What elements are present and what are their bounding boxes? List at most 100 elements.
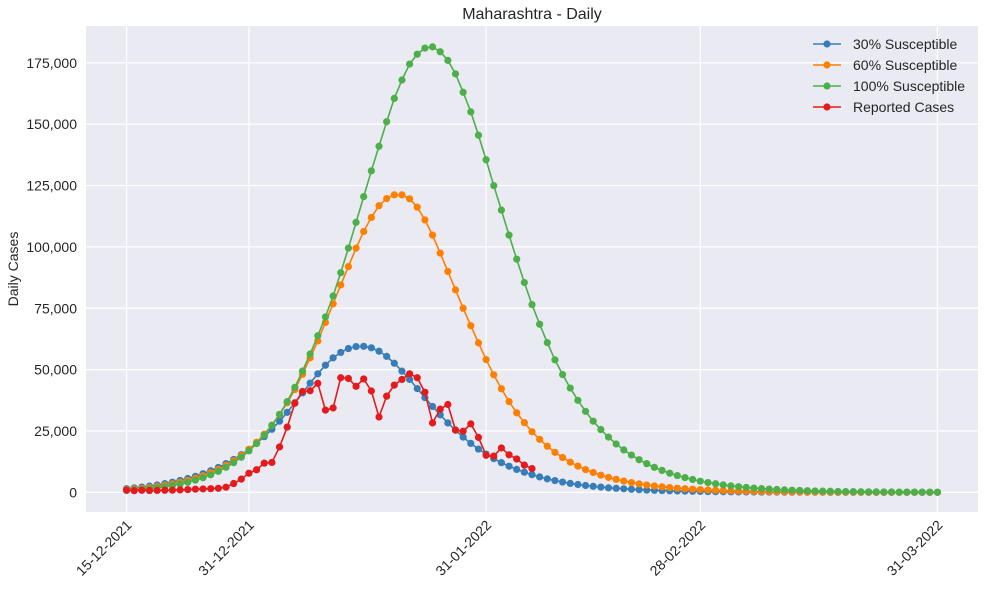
data-point	[344, 344, 352, 353]
data-point	[291, 399, 299, 407]
data-point	[635, 480, 643, 488]
data-point	[436, 48, 444, 56]
data-point	[321, 406, 330, 414]
data-point	[367, 167, 375, 175]
data-point	[474, 445, 483, 453]
data-point	[635, 456, 643, 464]
data-point	[474, 131, 483, 139]
x-tick-label: 15-12-2021	[73, 517, 135, 579]
data-point	[742, 483, 750, 492]
data-point	[612, 484, 620, 492]
data-point	[321, 361, 330, 369]
data-point	[712, 480, 720, 488]
x-tick-label: 31-12-2021	[195, 517, 257, 579]
legend-label: 60% Susceptible	[853, 57, 958, 73]
data-point	[903, 488, 911, 496]
data-point	[666, 483, 674, 492]
data-point	[834, 487, 842, 496]
data-point	[337, 269, 345, 277]
y-tick-label: 150,000	[26, 116, 77, 132]
data-point	[344, 374, 352, 383]
data-point	[704, 486, 712, 494]
chart-title: Maharashtra - Daily	[462, 6, 602, 23]
data-point	[581, 481, 590, 490]
series-3	[122, 370, 536, 495]
data-point	[383, 194, 391, 203]
data-point	[375, 347, 383, 355]
data-point	[520, 461, 528, 469]
data-point	[712, 486, 720, 494]
series-layer	[122, 43, 942, 496]
data-point	[367, 387, 375, 395]
data-point	[704, 478, 712, 487]
data-point	[490, 371, 498, 379]
data-point	[329, 292, 337, 300]
data-point	[604, 484, 613, 492]
data-point	[926, 488, 934, 496]
data-point	[872, 488, 880, 496]
data-point	[482, 355, 490, 364]
data-point	[375, 413, 383, 421]
data-point	[826, 487, 834, 495]
data-point	[528, 464, 536, 473]
data-point	[559, 453, 567, 462]
data-point	[337, 348, 345, 357]
data-point	[811, 487, 819, 495]
data-point	[207, 471, 215, 479]
data-point	[467, 439, 475, 447]
data-point	[375, 202, 383, 210]
data-point	[788, 486, 796, 494]
data-point	[467, 322, 475, 330]
data-point	[696, 486, 704, 494]
y-tick-label: 75,000	[34, 300, 77, 316]
data-point	[344, 244, 352, 252]
data-point	[390, 359, 398, 367]
data-point	[566, 479, 574, 487]
data-point	[375, 142, 383, 150]
data-point	[444, 419, 452, 427]
data-point	[796, 486, 804, 495]
data-point	[421, 216, 429, 224]
data-point	[673, 484, 681, 492]
legend-label: 30% Susceptible	[853, 36, 958, 52]
data-point	[513, 409, 521, 417]
data-point	[428, 419, 437, 427]
data-point	[153, 486, 161, 494]
data-point	[237, 475, 245, 483]
data-point	[444, 267, 452, 276]
data-point	[245, 447, 253, 455]
data-point	[237, 453, 245, 461]
data-point	[428, 43, 437, 51]
y-axis-label: Daily Cases	[5, 232, 21, 307]
data-point	[245, 469, 253, 477]
data-point	[849, 488, 857, 496]
x-tick-label: 31-01-2022	[432, 517, 494, 579]
data-point	[214, 484, 222, 492]
data-point	[543, 339, 551, 347]
data-point	[589, 417, 597, 425]
data-point	[383, 392, 391, 400]
legend-item: 60% Susceptible	[813, 57, 958, 73]
data-point	[643, 486, 651, 494]
data-point	[459, 88, 467, 96]
data-point	[406, 195, 414, 203]
data-point	[191, 485, 199, 493]
data-point	[352, 382, 360, 390]
data-point	[627, 478, 636, 487]
data-point	[360, 375, 368, 383]
data-point	[306, 350, 314, 358]
data-point	[298, 367, 307, 375]
data-point	[253, 466, 261, 474]
data-point	[536, 473, 544, 481]
data-point	[543, 475, 551, 483]
data-point	[344, 262, 352, 271]
x-tick-labels: 15-12-2021 31-12-2021 31-01-2022 28-02-2022…	[73, 517, 946, 579]
data-point	[398, 375, 406, 384]
data-point	[551, 356, 559, 364]
data-point	[467, 108, 475, 116]
data-point	[314, 332, 322, 340]
data-point	[543, 442, 551, 450]
data-point	[413, 50, 421, 58]
data-point	[413, 374, 421, 382]
data-point	[643, 481, 651, 489]
